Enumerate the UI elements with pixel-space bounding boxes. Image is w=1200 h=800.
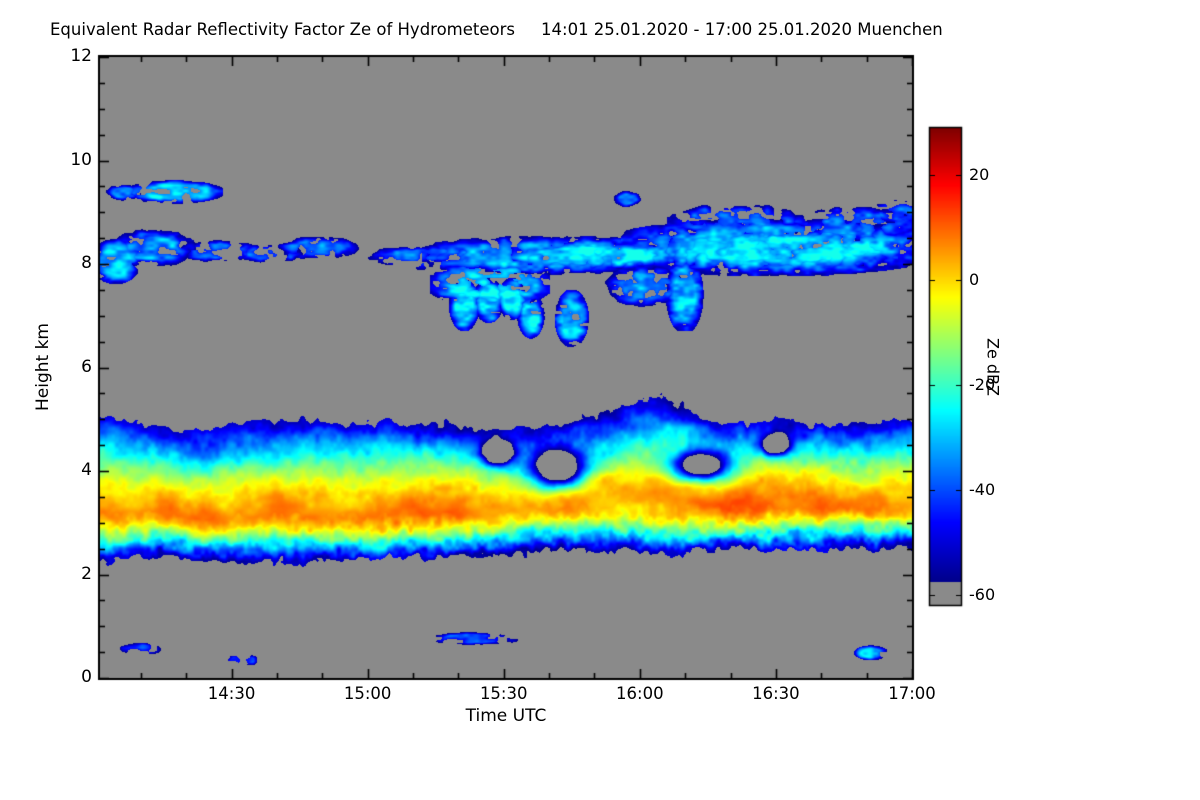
colorbar-tick-label: -40 xyxy=(969,479,996,499)
x-tick-label: 15:30 xyxy=(479,684,528,703)
colorbar-tick-label: 0 xyxy=(969,270,980,289)
colorbar-tick-label: 20 xyxy=(969,165,990,185)
colorbar-tick-label: -60 xyxy=(969,584,996,604)
chart-title: Equivalent Radar Reflectivity Factor Ze … xyxy=(50,20,943,39)
x-tick-label: 14:30 xyxy=(207,684,256,703)
x-tick-label: 15:00 xyxy=(343,684,392,703)
colorbar-label: Ze dBZ xyxy=(983,337,1003,396)
colorbar-label-wrap: Ze dBZ xyxy=(980,128,1006,605)
y-tick-label: 10 xyxy=(70,149,92,170)
y-tick-label: 4 xyxy=(81,460,92,480)
y-tick-label: 6 xyxy=(81,356,92,377)
x-tick-label: 17:00 xyxy=(888,684,936,703)
chart-title-period: 14:01 25.01.2020 - 17:00 25.01.2020 Muen… xyxy=(541,20,943,39)
x-tick-label: 16:30 xyxy=(752,684,800,703)
y-tick-label: 2 xyxy=(81,563,92,584)
colorbar-tick-label: -20 xyxy=(969,374,996,394)
x-axis-label: Time UTC xyxy=(465,706,547,726)
x-tick-label: 16:00 xyxy=(616,684,664,703)
chart-title-main: Equivalent Radar Reflectivity Factor Ze … xyxy=(50,20,516,39)
y-tick-label: 12 xyxy=(70,46,92,66)
y-tick-label: 8 xyxy=(81,253,92,273)
y-tick-label: 0 xyxy=(81,667,92,687)
